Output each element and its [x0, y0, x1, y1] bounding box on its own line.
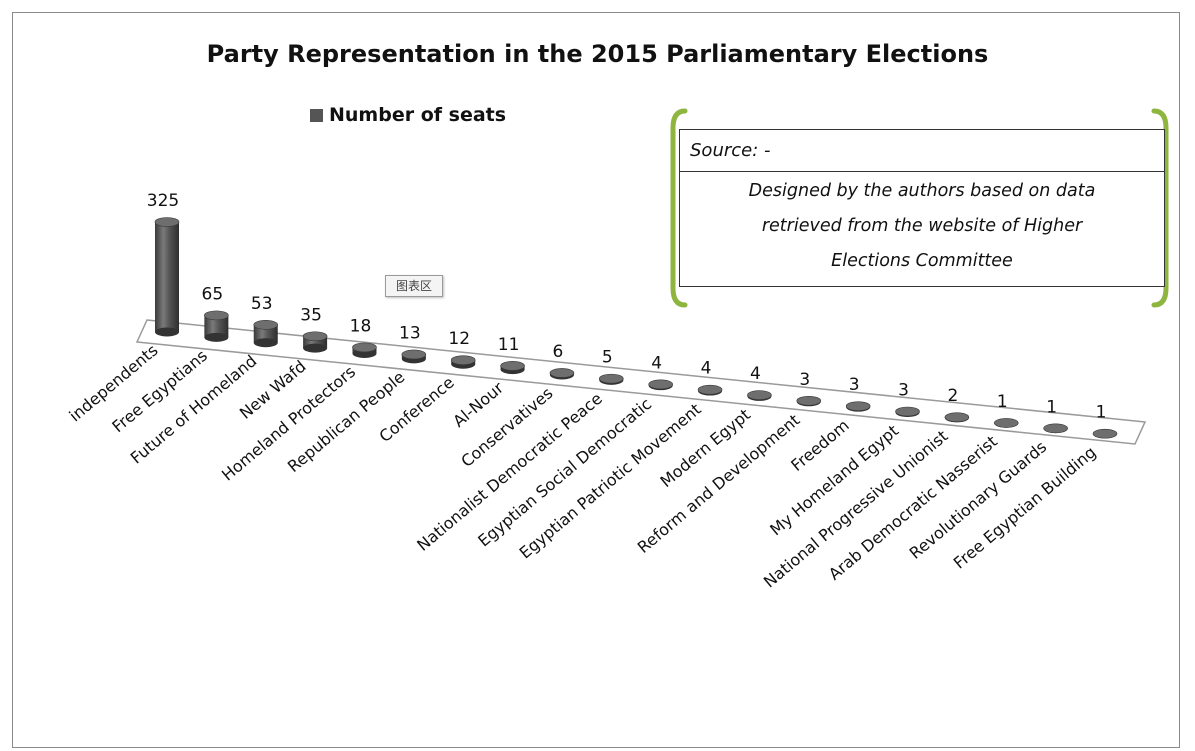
bar — [648, 379, 673, 391]
chart-floor — [135, 319, 1147, 445]
data-label: 1 — [997, 392, 1008, 412]
bar-top — [944, 412, 970, 423]
bar-top — [352, 342, 377, 353]
bar-top — [401, 349, 427, 360]
data-label: 11 — [498, 335, 520, 355]
source-line: retrieved from the website of Higher — [761, 216, 1083, 236]
data-label: 53 — [251, 294, 273, 314]
bar-top — [549, 368, 575, 378]
data-label: 325 — [147, 191, 179, 211]
bar-body — [155, 222, 179, 332]
bar-top — [1043, 423, 1068, 434]
bar — [993, 418, 1019, 428]
bar — [154, 217, 180, 337]
bar — [1043, 423, 1068, 434]
bar — [500, 361, 525, 375]
bar-top — [1092, 428, 1118, 439]
chart-title: Party Representation in the 2015 Parliam… — [206, 40, 989, 68]
bar-top — [253, 319, 279, 330]
data-label: 3 — [799, 370, 810, 390]
bar-top — [450, 355, 476, 365]
data-label: 65 — [202, 284, 224, 304]
chart-floor-plane — [135, 319, 1147, 445]
bar — [747, 390, 772, 401]
bar — [352, 342, 377, 358]
bar-top — [845, 401, 871, 411]
bar — [697, 384, 723, 396]
bar-body — [204, 315, 229, 338]
bar — [895, 406, 920, 418]
chart-area-tag[interactable]: 图表区 — [385, 275, 443, 297]
bar-top — [154, 217, 180, 227]
bar-top — [204, 310, 229, 321]
bar-top — [500, 361, 525, 371]
bar — [450, 355, 476, 369]
source-body: Designed by the authors based on data re… — [680, 172, 1164, 279]
data-label: 2 — [947, 386, 958, 406]
bar — [549, 368, 575, 380]
data-label: 5 — [602, 348, 613, 368]
bar-body — [253, 324, 278, 343]
bar — [1092, 428, 1118, 439]
bar-top — [747, 390, 772, 400]
bar — [845, 401, 871, 412]
bracket-right-icon — [1151, 108, 1169, 308]
bar — [204, 310, 229, 342]
bar-top — [599, 373, 624, 384]
bar-top — [302, 331, 328, 342]
data-label: 35 — [300, 305, 322, 325]
data-label: 12 — [448, 329, 470, 349]
data-label: 1 — [1096, 403, 1107, 423]
data-label: 4 — [651, 353, 662, 373]
bar — [302, 331, 328, 353]
bar-base — [303, 343, 328, 353]
bar-top — [993, 418, 1019, 428]
bar — [599, 373, 624, 385]
data-label: 3 — [849, 375, 860, 395]
bar-top — [796, 395, 822, 406]
bar-top — [648, 379, 673, 390]
bar — [944, 412, 970, 423]
bar-top — [895, 406, 920, 417]
bracket-left-icon — [670, 108, 688, 308]
data-label: 3 — [898, 381, 909, 401]
data-label: 1 — [1046, 397, 1057, 417]
source-line: Elections Committee — [831, 251, 1013, 271]
data-label: 13 — [399, 323, 421, 343]
bar-top — [697, 384, 723, 395]
bar-base — [253, 338, 278, 348]
bars — [154, 217, 1118, 439]
data-label: 4 — [750, 364, 761, 384]
data-label: 18 — [350, 316, 372, 336]
source-line: Designed by the authors based on data — [748, 181, 1096, 201]
data-label: 6 — [553, 342, 564, 362]
bar-base — [204, 332, 229, 342]
bar — [796, 395, 822, 407]
legend[interactable]: Number of seats — [310, 104, 506, 126]
bar-body — [303, 336, 328, 349]
data-label: 4 — [701, 359, 712, 379]
source-box: Source: - Designed by the authors based … — [679, 129, 1165, 287]
legend-label: Number of seats — [329, 104, 507, 126]
legend-swatch — [310, 108, 323, 122]
category-label: Free Egyptians — [108, 346, 211, 436]
bar — [401, 349, 427, 364]
bar-base — [155, 327, 179, 337]
bar — [253, 319, 279, 348]
source-heading: Source: - — [680, 130, 1164, 172]
